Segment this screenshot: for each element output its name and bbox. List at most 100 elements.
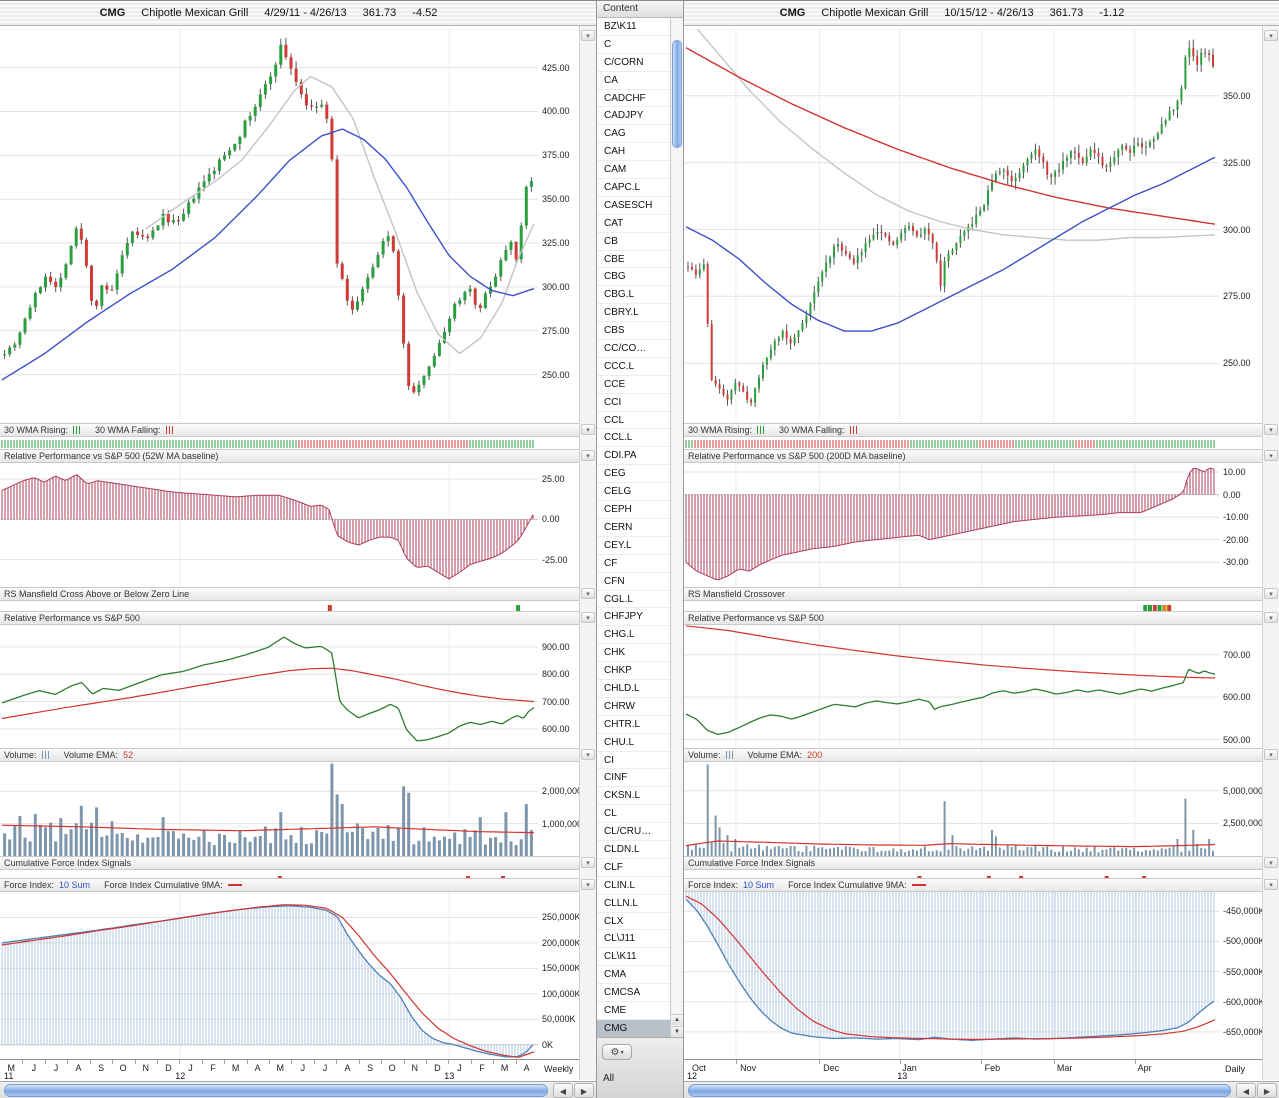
pane-menu-button[interactable]: ▾: [1264, 450, 1278, 461]
pane-menu-button[interactable]: ▾: [1264, 612, 1278, 623]
symbol-list-item[interactable]: CMG: [597, 1019, 670, 1037]
pane-menu-button[interactable]: ▾: [581, 612, 595, 623]
symbol-list-item[interactable]: CL\K11: [597, 948, 670, 967]
horizontal-scrollbar[interactable]: ◀ ▶: [0, 1081, 596, 1098]
symbol-list-item[interactable]: CASESCH: [597, 197, 670, 215]
symbol-list-item[interactable]: CADJPY: [597, 107, 670, 126]
symbol-list-item[interactable]: CL/CRU…: [597, 823, 670, 841]
symbol-list-item[interactable]: CMA: [597, 966, 670, 985]
symbol-list-item[interactable]: CHKP: [597, 662, 670, 680]
symbol-list-item[interactable]: CLX: [597, 913, 670, 931]
pane-menu-button[interactable]: ▾: [581, 879, 595, 890]
symbol-list-item[interactable]: C: [597, 36, 670, 54]
rp-line-chart[interactable]: [684, 625, 1219, 748]
rp-histogram-chart[interactable]: [0, 463, 538, 587]
symbol-list-item[interactable]: CF: [597, 555, 670, 573]
symbol-list-item[interactable]: CHRW: [597, 698, 670, 716]
symbol-list-item[interactable]: CGL.L: [597, 591, 670, 609]
symbol-list-item[interactable]: CC/CO…: [597, 340, 670, 358]
scroll-up-button[interactable]: ▲: [671, 1014, 683, 1025]
scroll-left-button[interactable]: ◀: [1236, 1083, 1256, 1098]
pane-menu-button[interactable]: ▾: [581, 857, 595, 868]
symbol-list-item[interactable]: CME: [597, 1002, 670, 1020]
rp-histogram-chart[interactable]: [684, 463, 1219, 587]
symbol-list-item[interactable]: CHFJPY: [597, 608, 670, 627]
volume-chart[interactable]: [684, 762, 1219, 856]
symbol-list-item[interactable]: CHK: [597, 644, 670, 663]
force-index-chart[interactable]: [684, 892, 1219, 1059]
symbol-list-item[interactable]: CKSN.L: [597, 787, 670, 806]
symbol-list-item[interactable]: CMCSA: [597, 984, 670, 1002]
rp-line-chart[interactable]: [0, 625, 538, 748]
pane-menu-button[interactable]: ▾: [581, 450, 595, 461]
pane-menu-button[interactable]: ▾: [581, 424, 595, 435]
symbol-list-item[interactable]: CCL.L: [597, 429, 670, 448]
scroll-right-button[interactable]: ▶: [1257, 1083, 1277, 1098]
symbol-list-item[interactable]: CBE: [597, 251, 670, 269]
scrollbar-thumb[interactable]: [688, 1084, 1231, 1097]
symbol-list-item[interactable]: CB: [597, 233, 670, 251]
symbol-list-item[interactable]: CI: [597, 752, 670, 770]
symbol-list-item[interactable]: CHU.L: [597, 734, 670, 752]
symbol-list-item[interactable]: CCL: [597, 412, 670, 430]
pane-menu-button[interactable]: ▾: [1264, 588, 1278, 599]
symbol-list-item[interactable]: CEPH: [597, 501, 670, 519]
force-index-chart[interactable]: [0, 892, 538, 1059]
pane-menu-button[interactable]: ▾: [581, 30, 595, 41]
symbol-list-item[interactable]: CLIN.L: [597, 877, 670, 895]
pane-menu-button[interactable]: ▾: [581, 588, 595, 599]
symbol-list-item[interactable]: CADCHF: [597, 90, 670, 108]
symbol-list-item[interactable]: CL: [597, 805, 670, 824]
symbol-list-item[interactable]: CBRY.L: [597, 304, 670, 323]
symbol-list-item[interactable]: BZ\K11: [597, 18, 670, 36]
pane-menu-button[interactable]: ▾: [1264, 424, 1278, 435]
scroll-right-button[interactable]: ▶: [574, 1083, 594, 1098]
price-chart[interactable]: [0, 29, 538, 422]
symbol-list-item[interactable]: C/CORN: [597, 54, 670, 72]
symbol-list-item[interactable]: CEY.L: [597, 537, 670, 555]
pane-menu-button[interactable]: ▾: [1264, 857, 1278, 868]
year-label: 13: [897, 1071, 908, 1081]
symbol-list-item[interactable]: CBS: [597, 322, 670, 341]
symbol-list-item[interactable]: CAH: [597, 143, 670, 162]
sidebar-scrollbar[interactable]: ▲ ▼: [670, 18, 683, 1037]
price-chart[interactable]: [684, 29, 1219, 422]
symbol-list-item[interactable]: CCI: [597, 394, 670, 412]
symbol-list-item[interactable]: CL\J11: [597, 930, 670, 949]
scroll-left-button[interactable]: ◀: [553, 1083, 573, 1098]
symbol-list-item[interactable]: CAG: [597, 125, 670, 144]
scrollbar-thumb[interactable]: [4, 1084, 548, 1097]
symbol-list-item[interactable]: CHTR.L: [597, 716, 670, 734]
volume-chart[interactable]: [0, 762, 538, 856]
pane-menu-button[interactable]: ▾: [581, 749, 595, 760]
symbol-list-item[interactable]: CLLN.L: [597, 895, 670, 913]
symbol-list-item[interactable]: CFN: [597, 573, 670, 591]
filter-selector[interactable]: All: [603, 1073, 615, 1084]
sidebar-scroll-thumb[interactable]: [672, 40, 682, 148]
symbol-list-item[interactable]: CELG: [597, 483, 670, 502]
symbol-list-item[interactable]: CLDN.L: [597, 841, 670, 859]
symbol-list-item[interactable]: CINF: [597, 769, 670, 788]
symbol-list-item[interactable]: CCE: [597, 376, 670, 394]
symbol-list-item[interactable]: CERN: [597, 519, 670, 537]
symbol-list-item[interactable]: CAT: [597, 215, 670, 233]
symbol-list-item[interactable]: CA: [597, 72, 670, 90]
symbol-list-item[interactable]: CBG: [597, 268, 670, 287]
horizontal-scrollbar[interactable]: ◀ ▶: [684, 1081, 1279, 1098]
pane-menu-button[interactable]: ▾: [1264, 749, 1278, 760]
symbol-list-item[interactable]: CCC.L: [597, 358, 670, 376]
symbol-list-item[interactable]: CAM: [597, 161, 670, 180]
scroll-down-button[interactable]: ▼: [671, 1026, 683, 1037]
symbol-list-item[interactable]: CEG: [597, 465, 670, 484]
action-menu-button[interactable]: ⚙ ▾: [602, 1044, 632, 1060]
symbol-list-item[interactable]: CHG.L: [597, 626, 670, 645]
symbol-list-item[interactable]: CLF: [597, 859, 670, 877]
symbol-list-item[interactable]: CBG.L: [597, 286, 670, 305]
y-axis-label: 375.00: [542, 150, 570, 161]
symbol-list-item[interactable]: CHLD.L: [597, 680, 670, 698]
pane-menu-button[interactable]: ▾: [1264, 30, 1278, 41]
pane-menu-button[interactable]: ▾: [1264, 879, 1278, 890]
symbol-list-item[interactable]: CAPC.L: [597, 179, 670, 197]
symbol-list-item[interactable]: CDI.PA: [597, 447, 670, 466]
y-axis-label: 0.00: [542, 514, 560, 525]
